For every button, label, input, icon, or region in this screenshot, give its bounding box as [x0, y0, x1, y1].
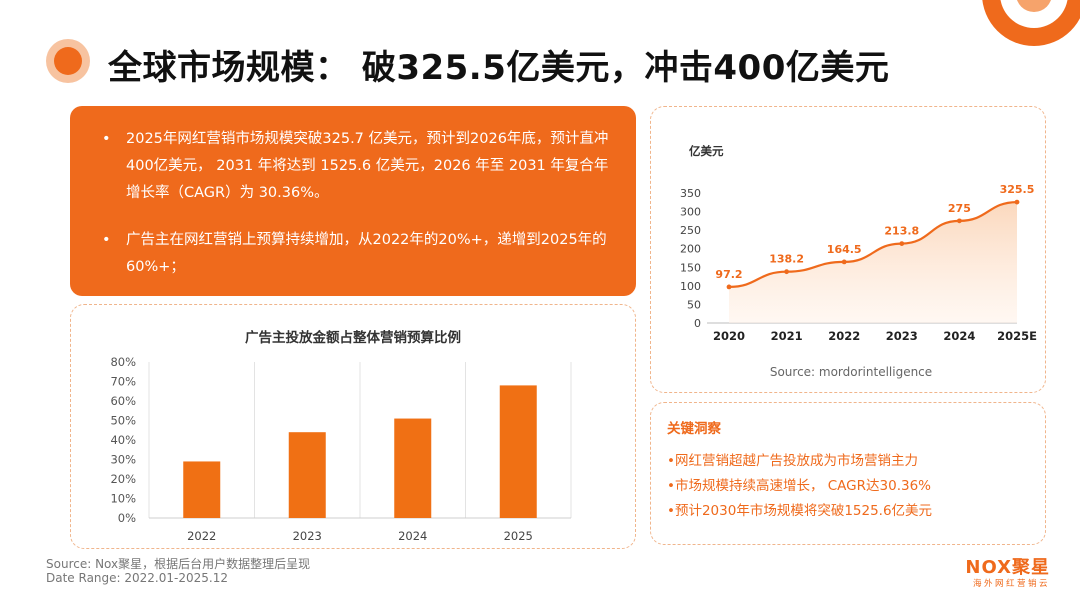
- bar-y-tick-label: 20%: [110, 472, 136, 486]
- line-y-tick-label: 250: [680, 224, 701, 237]
- bar-chart-title: 广告主投放金额占整体营销预算比例: [245, 330, 461, 346]
- bar-x-tick-label: 2025: [504, 529, 533, 543]
- bar-y-tick-label: 50%: [110, 414, 136, 428]
- market-value-label: 138.2: [769, 253, 804, 266]
- bar-2023: [288, 432, 326, 518]
- line-chart-source: Source: mordorintelligence: [770, 365, 932, 379]
- insights-title: 关键洞察: [667, 421, 721, 437]
- line-y-tick-label: 100: [680, 280, 701, 293]
- bar-chart: 0% 10% 20% 30% 40% 50% 60% 70% 80% 2022 2023 2024 20…: [110, 355, 572, 543]
- bar-2024: [394, 418, 432, 518]
- bar-x-tick-label: 2022: [187, 529, 216, 543]
- nox-logo: NOX聚星 海外网红营销云: [965, 553, 1050, 589]
- market-point-2023: [899, 241, 905, 246]
- line-x-tick-label: 2025E: [997, 329, 1037, 343]
- market-value-label: 97.2: [715, 268, 742, 281]
- logo-text: NOX聚星: [965, 557, 1050, 578]
- logo-tagline: 海外网红营销云: [972, 579, 1050, 589]
- line-y-axis-title: 亿美元: [689, 144, 724, 158]
- line-x-tick-label: 2023: [886, 329, 918, 343]
- market-size-chart: 亿美元 0 50 100 150 200 250 300 350 97.2 2020 138.2 202…: [680, 144, 1037, 379]
- line-y-tick-label: 150: [680, 261, 701, 274]
- highlights-panel: 2025年网红营销市场规模突破325.7 亿美元，预计到2026年底，预计直冲4…: [70, 106, 636, 296]
- title-bullet-icon: [46, 39, 90, 83]
- line-y-tick-label: 350: [680, 187, 701, 200]
- bar-chart-card: 广告主投放金额占整体营销预算比例 0% 10% 20% 30% 40% 50% 60% 70%…: [70, 304, 636, 549]
- highlight-item: 2025年网红营销市场规模突破325.7 亿美元，预计到2026年底，预计直冲4…: [90, 126, 616, 207]
- bar-y-tick-label: 60%: [110, 394, 136, 408]
- bar-2022: [183, 461, 221, 518]
- market-point-2024: [957, 218, 962, 224]
- bar-2025: [499, 385, 537, 518]
- source-note: Source: Nox聚星，根据后台用户数据整理后呈现: [46, 557, 311, 571]
- market-size-line: [728, 201, 1018, 288]
- bar-y-tick-label: 80%: [110, 355, 136, 369]
- market-point-2021: [784, 269, 789, 275]
- market-value-label: 164.5: [827, 243, 862, 256]
- corner-decoration: [982, 0, 1080, 46]
- market-point-2025E: [1014, 199, 1020, 205]
- bar-y-tick-label: 40%: [110, 433, 136, 447]
- bar-y-tick-label: 0%: [118, 511, 136, 525]
- line-x-tick-label: 2020: [713, 329, 745, 343]
- bar-y-tick-label: 70%: [110, 375, 136, 389]
- insight-item: •预计2030年市场规模将突破1525.6亿美元: [667, 503, 933, 519]
- line-y-tick-label: 50: [687, 298, 701, 311]
- market-value-label: 325.5: [1000, 183, 1035, 196]
- bar-x-tick-label: 2024: [398, 529, 427, 543]
- bar-x-tick-label: 2023: [293, 529, 322, 543]
- market-value-label: 213.8: [884, 225, 919, 238]
- date-range-note: Date Range: 2022.01-2025.12: [46, 571, 228, 585]
- line-y-tick-label: 0: [694, 317, 701, 330]
- insights-card: 关键洞察 •网红营销超越广告投放成为市场营销主力 •市场规模持续高速增长， CA…: [650, 402, 1046, 545]
- insight-item: •网红营销超越广告投放成为市场营销主力: [667, 453, 918, 469]
- market-point-2022: [841, 259, 847, 265]
- market-area-fill: [729, 202, 1017, 323]
- line-x-tick-label: 2024: [943, 329, 975, 343]
- line-chart-card: 亿美元 0 50 100 150 200 250 300 350 97.2 2020 138.2 202…: [650, 106, 1046, 393]
- line-y-tick-label: 300: [680, 206, 701, 219]
- bar-y-tick-label: 30%: [110, 453, 136, 467]
- line-x-tick-label: 2022: [828, 329, 860, 343]
- line-y-tick-label: 200: [680, 243, 701, 256]
- line-x-tick-label: 2021: [771, 329, 803, 343]
- page-title: 全球市场规模： 破325.5亿美元，冲击400亿美元: [108, 48, 890, 88]
- bar-y-tick-label: 10%: [110, 492, 136, 506]
- market-point-2020: [726, 284, 732, 290]
- market-value-label: 275: [948, 202, 971, 215]
- insight-item: •市场规模持续高速增长， CAGR达30.36%: [667, 478, 931, 494]
- highlight-item: 广告主在网红营销上预算持续增加，从2022年的20%+，递增到2025年的60%…: [90, 227, 616, 281]
